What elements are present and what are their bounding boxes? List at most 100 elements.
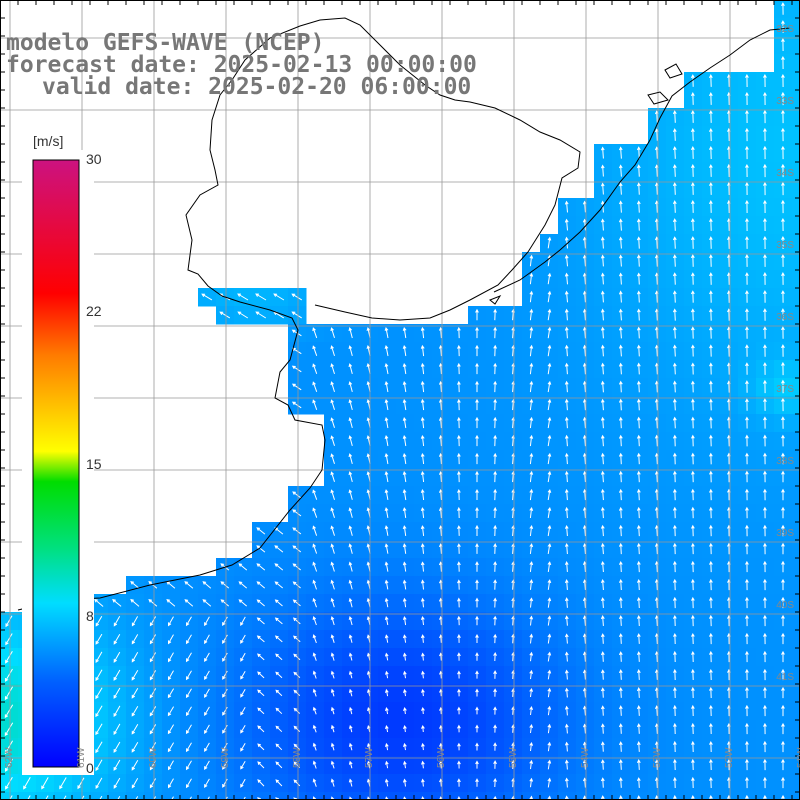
- wind-arrow: [564, 651, 569, 662]
- wind-arrow: [117, 795, 121, 800]
- wind-arrow: [636, 452, 641, 465]
- wind-cell: [522, 792, 541, 800]
- wind-arrow: [420, 344, 425, 357]
- wind-arrow: [330, 579, 335, 590]
- wind-arrow: [402, 488, 407, 501]
- wind-arrow: [149, 616, 157, 627]
- wind-arrow: [366, 652, 371, 661]
- wind-cell: [792, 738, 800, 757]
- wind-arrow: [131, 778, 139, 789]
- wind-arrow: [202, 581, 212, 589]
- wind-arrow: [763, 488, 767, 501]
- wind-cell: [792, 504, 800, 523]
- wind-arrow: [293, 689, 301, 696]
- wind-arrow: [348, 579, 353, 590]
- wind-arrow: [457, 597, 461, 608]
- wind-arrow: [330, 363, 335, 375]
- wind-arrow: [745, 127, 749, 142]
- wind-arrow: [745, 650, 749, 663]
- wind-arrow: [745, 668, 749, 681]
- wind-arrow: [618, 146, 623, 159]
- wind-arrow: [547, 236, 552, 249]
- wind-arrow: [547, 579, 552, 590]
- wind-arrow: [690, 290, 695, 303]
- wind-arrow: [618, 506, 623, 519]
- wind-arrow: [493, 344, 497, 357]
- wind-arrow: [402, 452, 407, 465]
- wind-arrow: [781, 596, 785, 609]
- wind-arrow: [4, 722, 14, 737]
- wind-arrow: [636, 398, 641, 411]
- wind-arrow: [763, 290, 767, 303]
- wind-arrow: [672, 506, 677, 519]
- wind-arrow: [781, 632, 785, 645]
- wind-arrow: [457, 398, 461, 411]
- wind-arrow: [564, 308, 569, 321]
- wind-arrow: [709, 326, 713, 339]
- wind-arrow: [672, 146, 677, 159]
- wind-arrow: [402, 470, 407, 483]
- wind-arrow: [691, 722, 695, 735]
- wind-arrow: [312, 652, 317, 661]
- wind-arrow: [600, 434, 605, 447]
- wind-arrow: [529, 524, 534, 537]
- wind-arrow: [547, 597, 552, 608]
- wind-arrow: [493, 524, 497, 537]
- wind-arrow: [564, 416, 569, 429]
- wind-arrow: [330, 742, 335, 751]
- wind-arrow: [781, 163, 785, 178]
- wind-arrow: [113, 633, 121, 645]
- wind-arrow: [745, 109, 749, 124]
- wind-arrow: [220, 581, 230, 589]
- wind-arrow: [384, 579, 389, 590]
- wind-arrow: [618, 218, 623, 231]
- wind-arrow: [636, 705, 641, 716]
- wind-cell: [630, 792, 649, 800]
- wind-arrow: [348, 561, 353, 572]
- wind-arrow: [600, 290, 605, 303]
- wind-arrow: [745, 488, 749, 501]
- wind-arrow: [691, 650, 695, 663]
- wind-arrow: [709, 776, 713, 789]
- wind-arrow: [457, 362, 461, 375]
- wind-arrow: [672, 200, 677, 213]
- wind-cell: [36, 792, 55, 800]
- wind-arrow: [745, 272, 749, 285]
- wind-arrow: [672, 524, 677, 537]
- wind-cell: [576, 792, 595, 800]
- wind-arrow: [691, 776, 695, 789]
- wind-arrow: [493, 434, 497, 447]
- wind-arrow: [673, 668, 677, 681]
- wind-arrow: [529, 326, 534, 339]
- wind-arrow: [745, 740, 749, 753]
- wind-arrow: [493, 398, 497, 411]
- wind-arrow: [330, 760, 335, 769]
- wind-arrow: [564, 597, 569, 608]
- wind-arrow: [384, 652, 389, 661]
- wind-cell: [216, 792, 235, 800]
- wind-arrow: [763, 722, 767, 735]
- wind-arrow: [222, 652, 228, 662]
- wind-arrow: [636, 759, 641, 770]
- wind-arrow: [781, 758, 785, 771]
- wind-arrow: [564, 272, 569, 285]
- wind-arrow: [564, 669, 569, 680]
- wind-arrow: [690, 164, 695, 177]
- wind-arrow: [185, 616, 192, 627]
- wind-cell: [792, 216, 800, 235]
- wind-arrow: [330, 435, 335, 446]
- wind-arrow: [564, 290, 569, 303]
- wind-arrow: [709, 722, 713, 735]
- wind-arrow: [781, 145, 785, 160]
- wind-arrow: [4, 758, 13, 772]
- wind-arrow: [202, 599, 212, 607]
- wind-cell: [792, 342, 800, 361]
- wind-arrow: [5, 633, 13, 646]
- wind-arrow: [291, 383, 302, 391]
- wind-arrow: [745, 506, 749, 519]
- wind-arrow: [475, 795, 479, 800]
- wind-arrow: [242, 796, 246, 800]
- wind-arrow: [709, 254, 713, 267]
- lat-label: 41S: [776, 672, 794, 683]
- lat-label: 33S: [776, 96, 794, 107]
